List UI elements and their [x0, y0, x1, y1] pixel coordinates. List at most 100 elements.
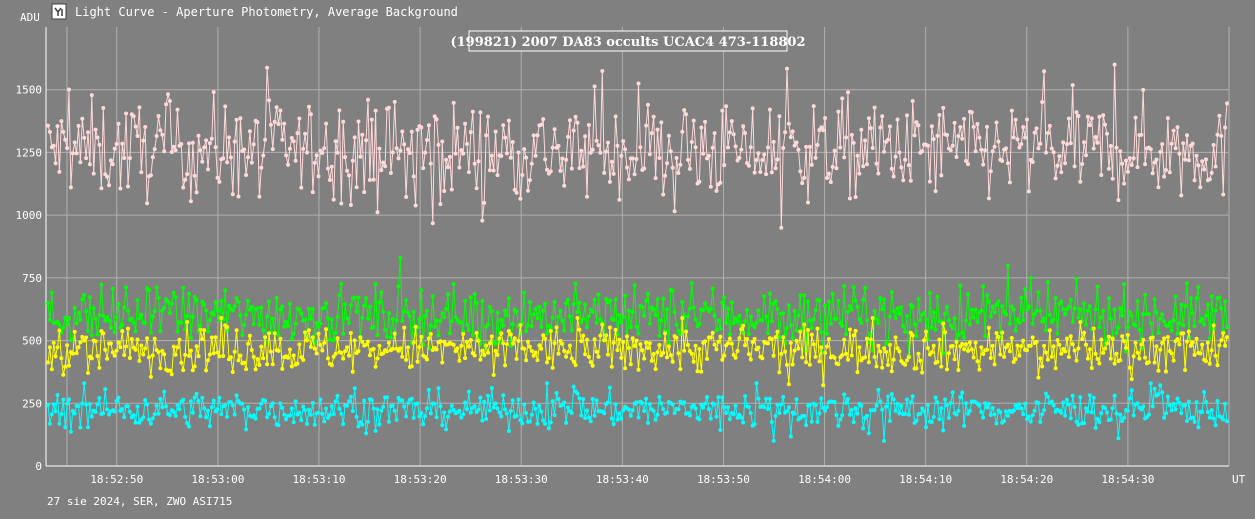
data-point — [413, 324, 418, 329]
data-point — [1044, 350, 1048, 355]
data-point — [451, 100, 456, 105]
data-point — [554, 391, 559, 395]
data-point — [653, 176, 658, 181]
data-point — [1047, 123, 1052, 128]
data-point — [611, 171, 616, 176]
light-curve-app-icon[interactable] — [51, 3, 67, 20]
series-4 — [46, 381, 1229, 443]
data-point — [527, 178, 532, 183]
data-point — [531, 400, 536, 405]
data-point — [207, 352, 212, 357]
data-point — [152, 147, 157, 152]
data-point — [577, 300, 582, 305]
data-point — [788, 434, 793, 439]
data-point — [297, 342, 302, 347]
data-point — [566, 297, 570, 302]
data-point — [908, 178, 913, 183]
data-point — [1190, 141, 1195, 146]
data-point — [478, 395, 483, 400]
data-point — [916, 296, 921, 301]
data-point — [160, 132, 165, 137]
data-point — [1049, 399, 1054, 404]
data-point — [232, 139, 237, 144]
data-point — [1169, 351, 1174, 356]
data-point — [786, 405, 791, 410]
data-point — [259, 401, 264, 406]
data-point — [394, 146, 399, 151]
data-point — [983, 148, 988, 153]
data-point — [665, 355, 669, 360]
data-point — [1137, 356, 1142, 361]
data-point — [1019, 406, 1024, 411]
data-point — [57, 421, 62, 426]
data-point — [322, 306, 327, 310]
data-point — [861, 297, 866, 302]
data-point — [922, 409, 927, 414]
data-point — [1205, 410, 1210, 415]
data-point — [407, 151, 412, 155]
data-point — [449, 187, 454, 192]
data-point — [299, 311, 304, 316]
data-point — [480, 418, 485, 423]
data-point — [310, 307, 315, 311]
data-point — [49, 290, 54, 295]
data-point — [1160, 390, 1165, 395]
data-point — [764, 314, 769, 319]
data-point — [689, 140, 694, 144]
data-point — [586, 123, 591, 127]
data-point — [838, 145, 843, 150]
data-point — [324, 327, 329, 332]
data-point — [80, 401, 85, 406]
data-point — [360, 422, 365, 427]
data-point — [722, 353, 727, 358]
data-point — [1120, 334, 1125, 339]
data-point — [487, 341, 492, 346]
data-point — [369, 117, 374, 122]
data-point — [874, 161, 879, 166]
data-point — [857, 345, 862, 350]
data-point — [1143, 355, 1148, 360]
data-point — [449, 403, 454, 408]
series-2 — [46, 255, 1229, 358]
data-point — [377, 146, 382, 151]
data-point — [1215, 363, 1220, 368]
data-point — [291, 353, 296, 358]
data-point — [1175, 125, 1180, 130]
data-point — [215, 308, 220, 313]
data-point — [680, 316, 685, 320]
data-point — [986, 325, 991, 330]
data-point — [708, 335, 713, 340]
data-point — [505, 313, 509, 318]
data-point — [139, 170, 144, 175]
data-point — [958, 395, 963, 400]
data-point — [813, 403, 818, 407]
data-point — [287, 301, 292, 306]
data-point — [482, 200, 487, 205]
data-point — [426, 336, 431, 341]
data-point — [948, 401, 953, 405]
data-point — [541, 308, 546, 313]
data-point — [175, 403, 180, 408]
data-point — [842, 392, 847, 397]
data-point — [335, 150, 340, 155]
data-point — [385, 349, 389, 354]
data-point — [1085, 356, 1090, 361]
data-point — [510, 398, 515, 403]
data-point — [1084, 406, 1088, 411]
data-point — [480, 348, 485, 353]
data-point — [1061, 400, 1066, 405]
data-point — [905, 397, 909, 402]
data-point — [865, 336, 869, 341]
data-point — [466, 328, 471, 332]
data-point — [503, 135, 508, 140]
data-point — [1188, 296, 1193, 301]
data-point — [209, 405, 214, 410]
data-point — [97, 396, 102, 401]
data-point — [411, 174, 416, 179]
data-point — [1169, 328, 1174, 333]
data-point — [465, 142, 469, 146]
data-point — [1215, 132, 1220, 137]
data-point — [693, 406, 698, 411]
data-point — [901, 324, 906, 329]
data-point — [733, 316, 738, 321]
